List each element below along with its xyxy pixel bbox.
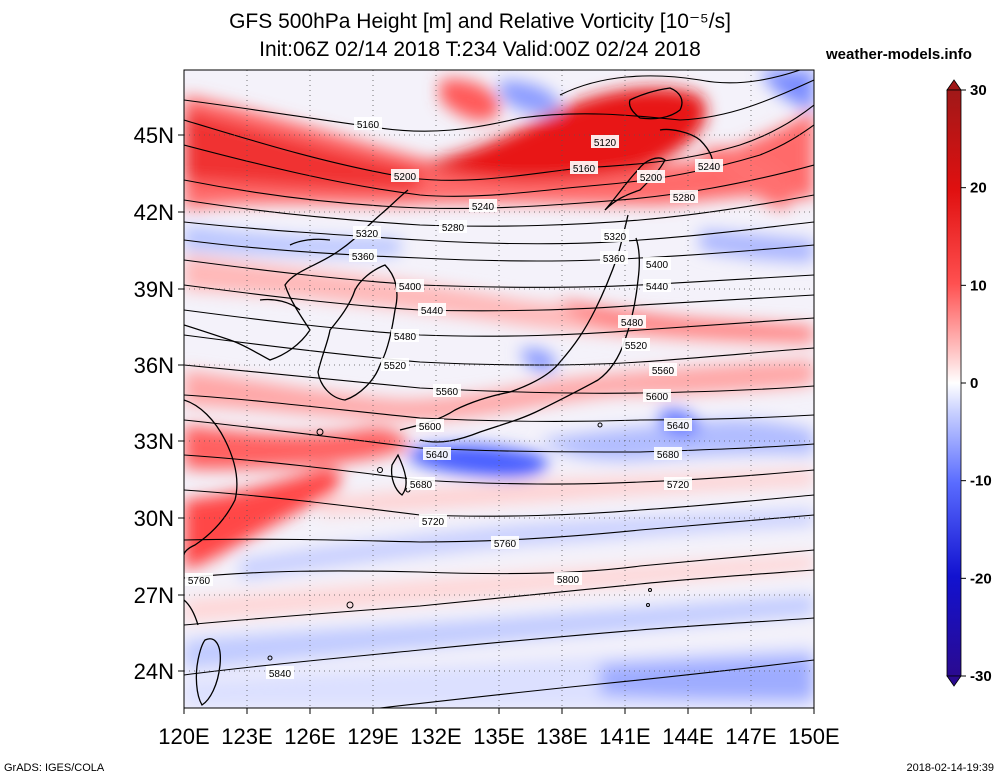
map-title-line2: Init:06Z 02/14 2018 T:234 Valid:00Z 02/2… xyxy=(259,38,701,61)
contour-label: 5840 xyxy=(269,669,292,680)
lat-tick-label: 42N xyxy=(134,200,174,225)
height-contours xyxy=(184,70,814,708)
lon-tick-label: 126E xyxy=(284,724,335,749)
site-label: weather-models.info xyxy=(826,46,972,63)
colorbar-tick-label: 30 xyxy=(970,82,987,99)
lon-tick-label: 147E xyxy=(725,724,776,749)
lon-tick-label: 120E xyxy=(158,724,209,749)
contour-label: 5400 xyxy=(646,260,669,271)
colorbar-tick-label: -10 xyxy=(970,473,992,490)
contour-label: 5680 xyxy=(657,450,680,461)
colorbar-bottom-arrow xyxy=(946,675,962,687)
colorbar-tick-label: 20 xyxy=(970,180,987,197)
islands xyxy=(267,422,652,661)
contour-label: 5520 xyxy=(625,341,648,352)
contour-label: 5160 xyxy=(357,120,380,131)
footer-credit: GrADS: IGES/COLA xyxy=(4,762,105,774)
lon-tick-label: 144E xyxy=(662,724,713,749)
lat-tick-label: 39N xyxy=(134,277,174,302)
contour-label: 5560 xyxy=(436,387,459,398)
contour-label: 5200 xyxy=(394,172,417,183)
lon-tick-label: 123E xyxy=(221,724,272,749)
contour-label: 5720 xyxy=(422,517,445,528)
lon-tick-label: 135E xyxy=(473,724,524,749)
latitude-axis: 24N 27N 30N 33N 36N 39N 42N 45N xyxy=(134,123,184,684)
colorbar-tick-label: -30 xyxy=(970,668,992,685)
contour-label: 5440 xyxy=(421,306,444,317)
colorbar-tick-label: -20 xyxy=(970,570,992,587)
contour-label: 5760 xyxy=(494,539,517,550)
lat-tick-label: 30N xyxy=(134,506,174,531)
lon-tick-label: 141E xyxy=(599,724,650,749)
contour-label: 5360 xyxy=(352,252,375,263)
footer-timestamp: 2018-02-14-19:39 xyxy=(906,762,994,774)
colorbar-tick-label: 0 xyxy=(970,375,978,392)
lat-tick-label: 33N xyxy=(134,429,174,454)
contour-label: 5760 xyxy=(188,576,211,587)
contour-label: 5640 xyxy=(667,421,690,432)
lon-tick-label: 129E xyxy=(347,724,398,749)
contour-label: 5120 xyxy=(594,138,617,149)
colorbar: 30 20 10 0 -10 -20 -30 xyxy=(946,79,992,687)
lon-tick-label: 138E xyxy=(536,724,587,749)
contour-label: 5480 xyxy=(621,318,644,329)
contour-label: 5280 xyxy=(442,223,465,234)
contour-label: 5320 xyxy=(604,232,627,243)
colorbar-top-arrow xyxy=(946,79,962,91)
grid xyxy=(184,70,814,708)
contour-label: 5800 xyxy=(557,575,580,586)
contour-labels: 5120 5160 5160 5200 5200 5240 5240 5280 5280 5320… xyxy=(185,117,723,680)
contour-label: 5600 xyxy=(419,422,442,433)
map-title-line1: GFS 500hPa Height [m] and Relative Vorti… xyxy=(229,10,731,33)
lat-tick-label: 45N xyxy=(134,123,174,148)
lat-tick-label: 24N xyxy=(134,659,174,684)
contour-label: 5520 xyxy=(384,361,407,372)
contour-label: 5720 xyxy=(667,480,690,491)
contour-label: 5680 xyxy=(410,480,433,491)
colorbar-tick-label: 10 xyxy=(970,277,987,294)
contour-label: 5480 xyxy=(394,332,417,343)
contour-label: 5320 xyxy=(356,229,379,240)
contour-label: 5560 xyxy=(652,366,675,377)
contour-label: 5240 xyxy=(698,162,721,173)
colorbar-scale xyxy=(946,89,962,677)
contour-label: 5440 xyxy=(646,282,669,293)
contour-label: 5360 xyxy=(603,254,626,265)
contour-label: 5160 xyxy=(573,164,596,175)
contour-label: 5240 xyxy=(472,202,495,213)
contour-label: 5600 xyxy=(646,392,669,403)
contour-label: 5200 xyxy=(640,173,663,184)
lat-tick-label: 36N xyxy=(134,353,174,378)
longitude-axis: 120E 123E 126E 129E 132E 135E 138E 141E 144E 147E… xyxy=(158,708,840,749)
contour-label: 5400 xyxy=(399,282,422,293)
lat-tick-label: 27N xyxy=(134,583,174,608)
contour-label: 5280 xyxy=(673,193,696,204)
contour-label: 5640 xyxy=(426,450,449,461)
lon-tick-label: 132E xyxy=(410,724,461,749)
lon-tick-label: 150E xyxy=(788,724,839,749)
